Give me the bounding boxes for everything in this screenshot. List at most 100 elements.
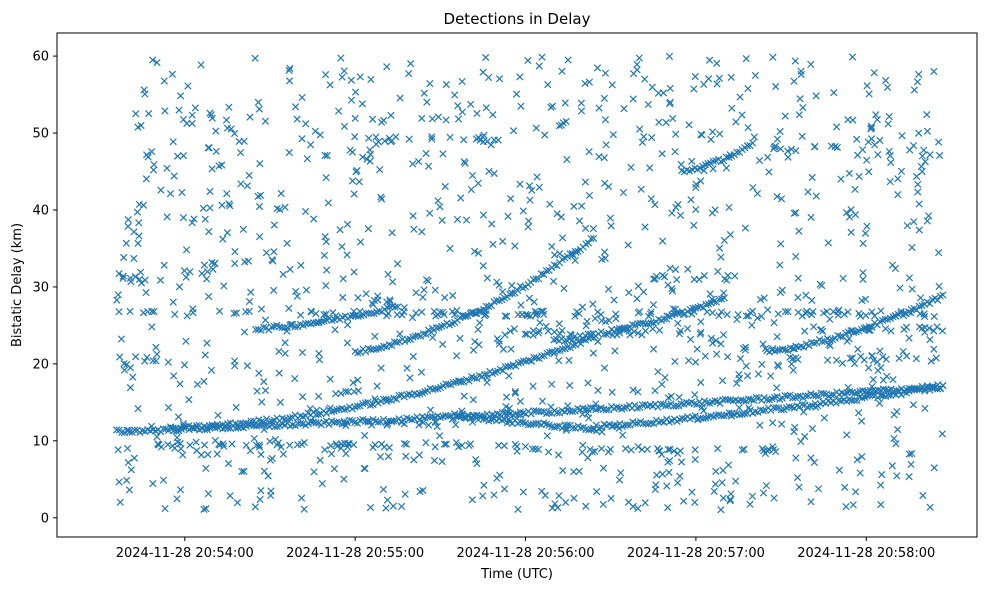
data-point-marker [624, 498, 633, 506]
data-point-marker [516, 418, 524, 426]
data-point-marker [865, 90, 873, 98]
data-point-marker [854, 409, 863, 417]
data-point-marker [502, 402, 510, 411]
data-point-marker [678, 414, 686, 423]
data-point-marker [674, 319, 682, 327]
data-point-marker [423, 98, 431, 106]
data-point-marker [887, 327, 895, 335]
data-point-marker [585, 148, 593, 156]
data-point-marker [920, 312, 929, 321]
data-point-marker [365, 309, 373, 318]
data-point-marker [653, 471, 661, 479]
data-point-marker [153, 433, 161, 441]
data-point-marker [655, 447, 664, 455]
data-point-marker [885, 112, 893, 121]
data-point-marker [148, 147, 156, 156]
data-point-marker [618, 325, 626, 333]
data-point-marker [418, 114, 426, 123]
data-point-marker [746, 500, 754, 508]
data-point-marker [553, 346, 561, 355]
data-point-marker [871, 312, 879, 320]
data-point-marker [339, 275, 347, 283]
data-point-marker [761, 449, 770, 458]
data-point-marker [930, 312, 938, 321]
data-point-marker [527, 357, 535, 365]
data-point-marker [125, 486, 134, 494]
data-point-marker [314, 410, 323, 418]
data-point-marker [156, 276, 165, 284]
data-point-marker [690, 400, 698, 408]
data-point-marker [409, 212, 417, 220]
data-point-marker [453, 215, 462, 224]
data-point-marker [219, 440, 227, 448]
data-point-marker [890, 434, 898, 443]
data-point-marker [208, 165, 216, 173]
data-point-marker [382, 504, 390, 512]
data-point-marker [504, 362, 512, 371]
data-point-marker [684, 265, 692, 273]
data-point-marker [529, 326, 537, 335]
data-point-marker [114, 291, 122, 299]
data-point-marker [338, 73, 346, 81]
data-point-marker [582, 425, 590, 433]
data-point-marker [359, 153, 367, 161]
data-point-marker [820, 389, 828, 398]
data-point-marker [837, 175, 845, 183]
data-point-marker [245, 171, 253, 180]
data-point-marker [316, 131, 324, 139]
data-point-marker [176, 486, 185, 494]
data-point-marker [661, 373, 669, 382]
data-point-marker [326, 375, 334, 383]
data-point-marker [493, 278, 501, 286]
data-point-marker [176, 380, 184, 388]
data-point-marker [230, 309, 238, 318]
data-point-marker [322, 310, 330, 318]
data-point-marker [577, 107, 586, 115]
data-point-marker [845, 213, 854, 221]
data-point-marker [723, 353, 732, 361]
data-point-marker [344, 388, 352, 396]
data-point-marker [488, 220, 496, 228]
data-point-marker [935, 282, 943, 290]
data-point-marker [599, 464, 608, 472]
data-point-marker [400, 440, 409, 448]
data-point-marker [874, 150, 882, 159]
data-point-marker [291, 374, 299, 383]
data-point-marker [550, 251, 559, 259]
data-point-marker [548, 348, 556, 356]
data-point-marker [718, 478, 726, 487]
data-point-marker [741, 409, 749, 418]
data-point-marker [836, 332, 845, 341]
data-point-marker [543, 349, 551, 357]
data-point-marker [470, 374, 478, 382]
data-point-marker [190, 215, 198, 223]
data-point-marker [533, 173, 541, 181]
data-point-marker [318, 480, 326, 488]
data-point-marker [700, 407, 708, 415]
data-point-marker [773, 192, 781, 201]
data-point-marker [910, 218, 918, 226]
data-point-marker [350, 268, 358, 276]
data-point-marker [384, 452, 393, 460]
data-point-marker [469, 396, 477, 404]
data-point-marker [581, 79, 589, 88]
data-point-marker [270, 221, 278, 229]
data-point-marker [333, 418, 341, 426]
data-point-marker [590, 234, 598, 242]
data-point-marker [237, 180, 245, 188]
data-point-marker [153, 58, 161, 67]
data-point-marker [334, 107, 343, 115]
data-point-marker [479, 68, 487, 76]
data-point-marker [863, 222, 871, 230]
data-point-marker [587, 404, 595, 412]
data-point-marker [749, 307, 757, 315]
data-point-marker [179, 115, 188, 124]
data-point-marker [723, 310, 731, 319]
data-point-marker [812, 192, 820, 200]
data-point-marker [738, 446, 746, 454]
data-point-marker [201, 351, 209, 359]
data-point-marker [671, 148, 679, 156]
y-tick-label: 0 [41, 511, 49, 526]
data-point-marker [584, 454, 592, 462]
data-point-marker [807, 454, 815, 462]
